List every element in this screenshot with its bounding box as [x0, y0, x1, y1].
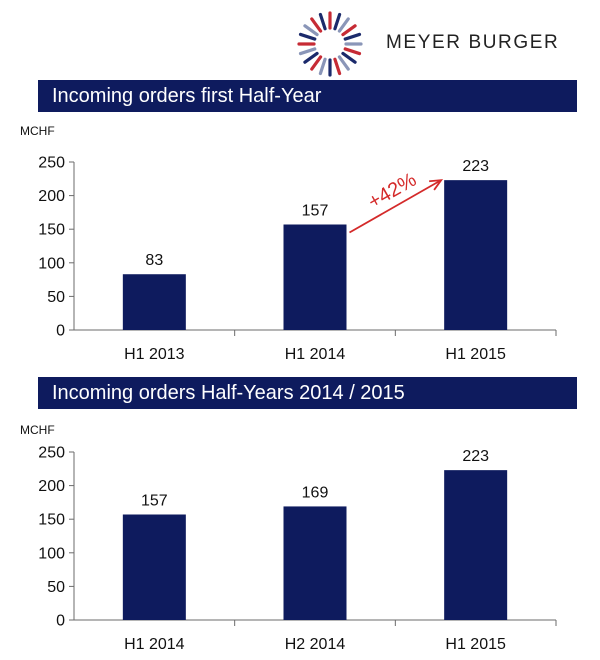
logo-ray: [303, 51, 319, 64]
logo-ray: [298, 47, 317, 56]
chart-2-category-label: H1 2015: [445, 636, 506, 653]
chart-1-category-label: H1 2015: [445, 346, 506, 363]
chart-2-value-label: 157: [141, 492, 168, 509]
chart-1-y-tick-label: 200: [38, 188, 65, 205]
chart-2-category-label: H2 2014: [285, 636, 346, 653]
chart-2-bar: [122, 514, 186, 620]
chart-1-y-tick-label: 0: [56, 323, 65, 340]
chart-2-y-unit: MCHF: [20, 423, 55, 437]
growth-percent-label: +42%: [364, 169, 420, 214]
logo-ray: [333, 57, 342, 76]
chart-1-y-tick-label: 100: [38, 255, 65, 272]
chart-1-y-tick-label: 50: [47, 289, 65, 306]
chart-2-half-years-orders: MCHF 0 50 100 150 200 250 157 H1 2014 169 H2 2014 2…: [20, 423, 557, 653]
chart-2-category-label: H1 2014: [124, 636, 185, 653]
logo-ray: [298, 32, 317, 41]
chart-1-first-half-year-orders: MCHF 0 50 100 150 200 250 83 H1 2013 157 H1 2014 22…: [20, 124, 557, 363]
logo-ray: [310, 17, 323, 33]
chart-2-y-tick-label: 50: [47, 579, 65, 596]
chart-2-y-tick-label: 150: [38, 512, 65, 529]
chart-1-value-label: 223: [462, 158, 489, 175]
chart-1-y-unit: MCHF: [20, 124, 55, 138]
chart-1-value-label: 83: [145, 252, 163, 269]
chart-2-bar: [283, 506, 347, 620]
chart-1-category-label: H1 2014: [285, 346, 346, 363]
chart-2-y-tick-label: 100: [38, 545, 65, 562]
chart-1-category-label: H1 2013: [124, 346, 185, 363]
growth-arrow: [349, 179, 442, 234]
chart-2-bar: [444, 470, 508, 620]
chart-2-value-label: 169: [302, 484, 329, 501]
logo-ray: [337, 17, 350, 33]
chart-2-y-tick-label: 200: [38, 478, 65, 495]
chart-2-y-tick-label: 250: [38, 445, 65, 462]
chart-2-value-label: 223: [462, 448, 489, 465]
logo-ray: [310, 55, 323, 71]
logo-ray: [343, 47, 362, 56]
growth-arrow-head: [429, 179, 444, 191]
sunburst-logo-icon: [297, 11, 363, 77]
chart-1-bar: [283, 224, 347, 330]
logo-ray: [341, 51, 357, 64]
chart-1-value-label: 157: [302, 202, 329, 219]
logo-ray: [318, 12, 327, 31]
logo-ray: [343, 32, 362, 41]
chart-1-y-tick-label: 150: [38, 222, 65, 239]
logo-ray: [318, 57, 327, 76]
chart-1-bar: [122, 274, 186, 330]
logo-ray: [333, 12, 342, 31]
brand-name: MEYER BURGER: [386, 32, 560, 53]
brand-logo: MEYER BURGER: [290, 8, 590, 80]
chart-2-y-tick-label: 0: [56, 613, 65, 630]
logo-ray: [303, 24, 319, 37]
logo-ray: [337, 55, 350, 71]
logo-ray: [341, 24, 357, 37]
chart-2-title-banner: Incoming orders Half-Years 2014 / 2015: [38, 377, 577, 409]
chart-1-title-banner: Incoming orders first Half-Year: [38, 80, 577, 112]
chart-1-bar: [444, 180, 508, 330]
chart-1-y-tick-label: 250: [38, 155, 65, 172]
